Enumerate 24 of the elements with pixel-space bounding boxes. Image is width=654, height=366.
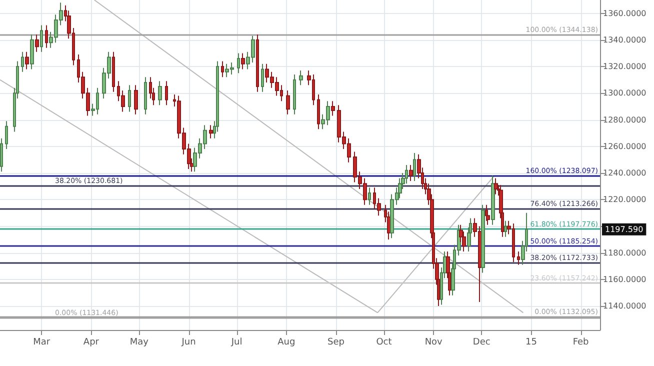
x-tick-label: Oct [376,338,392,348]
y-tick-label: 1140.0000 [603,302,646,311]
y-tick-label: 1180.0000 [603,248,646,258]
y-tick-label: 1280.0000 [603,115,646,124]
x-tick-label: Jun [180,338,196,348]
y-tick-label: 1220.0000 [603,195,646,204]
text: 1197.590 [605,224,644,234]
y-tick-label: 1240.0000 [603,168,646,178]
x-tick-label: May [130,338,150,348]
x-tick-label: Jul [230,338,242,348]
y-tick-label: 1360.0000 [603,8,646,18]
x-tick-label: Dec [472,338,490,348]
x-tick-label: Feb [572,338,590,348]
x-tick-label: Sep [328,338,345,348]
y-tick-label: 1340.0000 [603,35,646,44]
y-tick-label: 1300.0000 [603,88,646,98]
x-tick-label: Aug [278,338,296,348]
x-tick-label: Mar [33,338,50,348]
y-tick-label: 1160.0000 [603,274,646,284]
x-tick-label: Apr [83,338,100,348]
y-tick-label: 1260.0000 [603,142,646,151]
x-tick-label: Nov [424,338,444,348]
y-tick-label: 1320.0000 [603,62,646,72]
x-tick-label: 15 [525,338,537,348]
